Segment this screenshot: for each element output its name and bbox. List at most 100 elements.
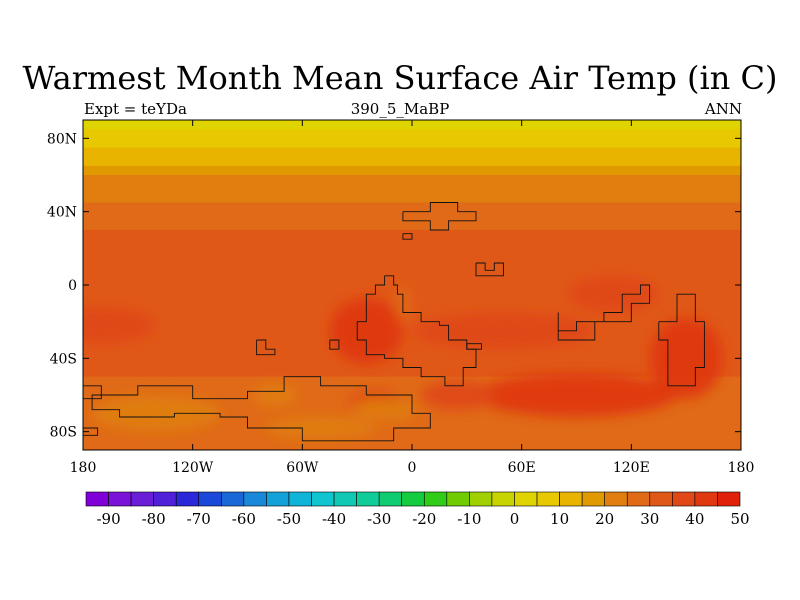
colorbar-swatch — [401, 491, 425, 507]
colorbar-swatch — [153, 491, 177, 507]
colorbar-swatch — [559, 491, 583, 507]
x-tick-label: 120E — [613, 460, 650, 476]
temperature-region — [567, 275, 659, 313]
colorbar-swatch — [311, 491, 335, 507]
latitude-band — [83, 202, 741, 213]
y-tick-label: 80N — [47, 131, 77, 147]
y-tick-label: 80S — [50, 425, 77, 441]
colorbar-swatch — [85, 491, 109, 507]
colorbar-label: -40 — [322, 510, 346, 528]
y-tick-label: 0 — [68, 278, 77, 294]
latitude-band — [83, 340, 741, 359]
colorbar-swatch — [108, 491, 132, 507]
continent-outline — [91, 376, 431, 442]
colorbar-swatch — [288, 491, 312, 507]
x-tick-label: 180 — [728, 460, 755, 476]
temperature-region — [252, 384, 297, 406]
temperature-region — [351, 398, 418, 421]
colorbar-label: 0 — [510, 510, 520, 528]
map-panel — [83, 120, 741, 450]
colorbar-label: -50 — [277, 510, 301, 528]
colorbar-swatch — [423, 491, 448, 507]
latitude-band — [83, 193, 741, 203]
continent-outline — [475, 262, 504, 277]
continent-outline — [329, 339, 340, 350]
latitude-band — [83, 147, 741, 158]
temperature-region — [83, 307, 157, 344]
colorbar-swatch — [672, 491, 696, 507]
age-label: 390_5_MaBP — [350, 100, 450, 118]
colorbar-swatch — [130, 491, 154, 507]
colorbar-swatch — [626, 491, 651, 507]
latitude-bands — [83, 120, 741, 450]
latitude-band — [83, 431, 741, 450]
x-tick-label: 180 — [70, 460, 97, 476]
continent-outline — [83, 385, 102, 400]
continent-outline — [466, 343, 482, 350]
colorbar-swatch — [243, 491, 267, 507]
colorbar-label: -80 — [142, 510, 166, 528]
colorbar-swatch — [198, 491, 222, 507]
colorbar-label: 10 — [550, 510, 569, 528]
colorbar-swatch — [694, 491, 718, 507]
colorbar-swatch — [604, 491, 628, 507]
colorbar-swatch — [333, 491, 357, 507]
colorbar-label: 30 — [640, 510, 659, 528]
x-tick-label: 60E — [508, 460, 536, 476]
continent-outlines — [83, 202, 705, 442]
latitude-band — [83, 248, 741, 268]
colorbar-swatch — [491, 491, 515, 507]
temperature-region — [92, 395, 221, 432]
colorbar-swatch — [378, 491, 403, 507]
continent-outline — [356, 275, 477, 387]
colorbar-swatch — [649, 491, 673, 507]
y-tick-label: 40S — [50, 351, 77, 367]
latitude-band — [83, 184, 741, 194]
colorbar-swatch — [175, 491, 200, 507]
continent-outline — [658, 293, 705, 387]
colorbar-label: -60 — [232, 510, 256, 528]
temperature-region — [649, 318, 723, 399]
colorbar-swatch — [717, 491, 741, 507]
temperature-region — [265, 417, 376, 439]
colorbar-swatch — [266, 491, 290, 507]
experiment-label: Expt = teYDa — [84, 100, 187, 118]
continent-outline — [83, 427, 99, 436]
continent-outline — [557, 284, 651, 341]
colorbar-swatch — [469, 491, 493, 507]
latitude-band — [83, 129, 741, 139]
latitude-band — [83, 220, 741, 231]
colorbar-label: -30 — [367, 510, 391, 528]
colorbar: -90 -80 -70 -60 -50 -40 -30 -20 -10 0 10 20 30 40 50 — [85, 491, 750, 528]
latitude-band — [83, 211, 741, 222]
colorbar-label: -70 — [187, 510, 211, 528]
latitude-band — [83, 138, 741, 148]
temperature-region — [421, 380, 495, 410]
period-label: ANN — [704, 100, 742, 118]
latitude-band — [83, 266, 741, 286]
colorbar-label: -90 — [96, 510, 120, 528]
colorbar-swatch — [446, 491, 470, 507]
temperature-region — [329, 297, 403, 364]
latitude-band — [83, 156, 741, 167]
colorbar-swatch — [221, 491, 245, 507]
colorbar-label: -20 — [412, 510, 436, 528]
continent-outline — [402, 202, 477, 231]
colorbar-swatch — [356, 491, 380, 507]
latitude-band — [83, 175, 741, 185]
colorbar-label: 40 — [685, 510, 704, 528]
colorbar-label: -10 — [457, 510, 481, 528]
colorbar-swatch — [514, 491, 538, 507]
x-tick-label: 0 — [408, 460, 417, 476]
page-title: Warmest Month Mean Surface Air Temp (in … — [22, 59, 778, 97]
x-tick-label: 60W — [286, 460, 319, 476]
latitude-band — [83, 165, 741, 176]
latitude-band — [83, 321, 741, 341]
axes: 180 120W 60W 0 60E 120E 180 80N 40N 0 40S 80S — [47, 120, 754, 476]
temperature-region — [475, 373, 678, 417]
x-tick-label: 120W — [172, 460, 214, 476]
continent-outline — [256, 339, 276, 356]
colorbar-swatch — [581, 491, 605, 507]
colorbar-label: 20 — [595, 510, 614, 528]
